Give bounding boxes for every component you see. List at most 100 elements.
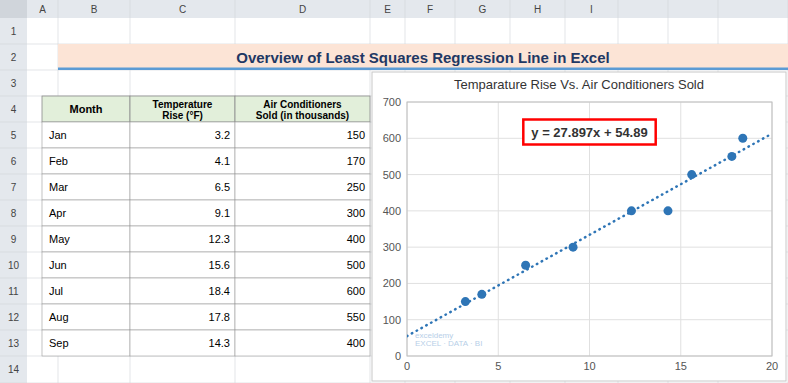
table-cell — [130, 252, 235, 278]
scatter-point — [727, 152, 736, 161]
header-text: Month — [70, 103, 103, 115]
title-underline — [58, 68, 788, 71]
table-cell — [42, 174, 130, 200]
row-number: 9 — [11, 234, 17, 245]
column-header-strip — [0, 0, 788, 18]
page: ABCDEFGHI1234567891011121314Overview of … — [0, 0, 788, 383]
month-cell: Jan — [49, 129, 67, 141]
scatter-point — [687, 170, 696, 179]
month-cell: Sep — [49, 337, 69, 349]
chart-title: Temparature Rise Vs. Air Conditioners So… — [454, 77, 704, 92]
temperature-cell: 12.3 — [209, 233, 230, 245]
data-table: Month TemperatureRise (°F) Air Conditioner… — [42, 96, 370, 356]
header-cell — [130, 96, 235, 122]
row-header-strip — [0, 18, 27, 383]
temperature-cell: 4.1 — [215, 155, 230, 167]
row-number: 10 — [8, 260, 20, 271]
x-tick-label: 10 — [583, 360, 595, 372]
table-cell — [235, 226, 370, 252]
y-tick-label: 200 — [383, 277, 401, 289]
y-tick-label: 400 — [383, 205, 401, 217]
scatter-point — [461, 297, 470, 306]
column-letter: D — [299, 4, 306, 15]
table-cell — [42, 252, 130, 278]
corner — [0, 0, 27, 18]
row-number: 13 — [8, 338, 20, 349]
scatter-point — [663, 206, 672, 215]
column-letter: C — [179, 4, 186, 15]
table-cell — [235, 304, 370, 330]
header-cell — [235, 96, 370, 122]
y-tick-label: 100 — [383, 314, 401, 326]
equation-frame — [523, 120, 655, 145]
x-gridline — [498, 102, 499, 356]
column-letter: H — [534, 4, 541, 15]
column-letter: A — [39, 4, 46, 15]
temperature-cell: 3.2 — [215, 129, 230, 141]
table-cell — [235, 252, 370, 278]
scatter-point — [738, 134, 747, 143]
y-tick-label: 300 — [383, 241, 401, 253]
text-line: Month — [70, 103, 103, 115]
table-cell — [130, 226, 235, 252]
text-line: Sold (in thousands) — [256, 109, 349, 120]
plot-frame — [407, 102, 772, 356]
page-title: Overview of Least Squares Regression Lin… — [236, 49, 609, 66]
scatter-point — [521, 261, 530, 270]
temperature-cell: 17.8 — [209, 311, 230, 323]
text-line: Temperature — [153, 98, 213, 109]
table-cell — [130, 278, 235, 304]
column-letter: I — [590, 4, 593, 15]
column-letter: G — [479, 4, 487, 15]
temperature-cell: 6.5 — [215, 181, 230, 193]
y-tick-label: 0 — [395, 350, 401, 362]
table-cell — [42, 226, 130, 252]
marks — [407, 134, 772, 336]
month-cell: Jul — [49, 285, 63, 297]
table-cell — [235, 200, 370, 226]
table-cell — [42, 304, 130, 330]
scatter-point — [569, 243, 578, 252]
sales-cell: 600 — [347, 285, 365, 297]
table-cell — [130, 174, 235, 200]
month-cell: Jun — [49, 259, 67, 271]
title-banner — [58, 44, 788, 70]
column-letter: F — [427, 4, 433, 15]
header-text: Air ConditionersSold (in thousands) — [256, 98, 349, 120]
x-tick-label: 20 — [766, 360, 778, 372]
month-cell: May — [49, 233, 70, 245]
sales-cell: 400 — [347, 337, 365, 349]
temperature-cell: 18.4 — [209, 285, 230, 297]
month-cell: Apr — [49, 207, 66, 219]
y-tick-label: 700 — [383, 96, 401, 108]
sales-cell: 150 — [347, 129, 365, 141]
table-cell — [42, 200, 130, 226]
sales-cell: 300 — [347, 207, 365, 219]
x-tick-label: 0 — [404, 360, 410, 372]
row-number: 1 — [11, 26, 17, 37]
row-number: 14 — [8, 364, 20, 375]
text-line: Rise (°F) — [162, 109, 203, 120]
sales-cell: 500 — [347, 259, 365, 271]
month-cell: Mar — [49, 181, 68, 193]
row-number: 2 — [11, 52, 17, 63]
table-cell — [235, 278, 370, 304]
x-gridline — [680, 102, 681, 356]
table-cell — [130, 330, 235, 356]
table-cell — [42, 278, 130, 304]
row-number: 11 — [8, 286, 19, 297]
table-cell — [42, 122, 130, 148]
table-cell — [130, 304, 235, 330]
row-number: 8 — [11, 208, 17, 219]
column-letter: E — [384, 4, 391, 15]
table-cell — [42, 330, 130, 356]
header-cell — [42, 96, 130, 122]
y-tick-label: 500 — [383, 169, 401, 181]
sales-cell: 170 — [347, 155, 365, 167]
sales-cell: 400 — [347, 233, 365, 245]
watermark: exceldemyEXCEL · DATA · BI — [415, 331, 482, 348]
trendline — [407, 134, 772, 336]
table-cell — [42, 148, 130, 174]
temperature-cell: 15.6 — [209, 259, 230, 271]
month-cell: Feb — [49, 155, 68, 167]
